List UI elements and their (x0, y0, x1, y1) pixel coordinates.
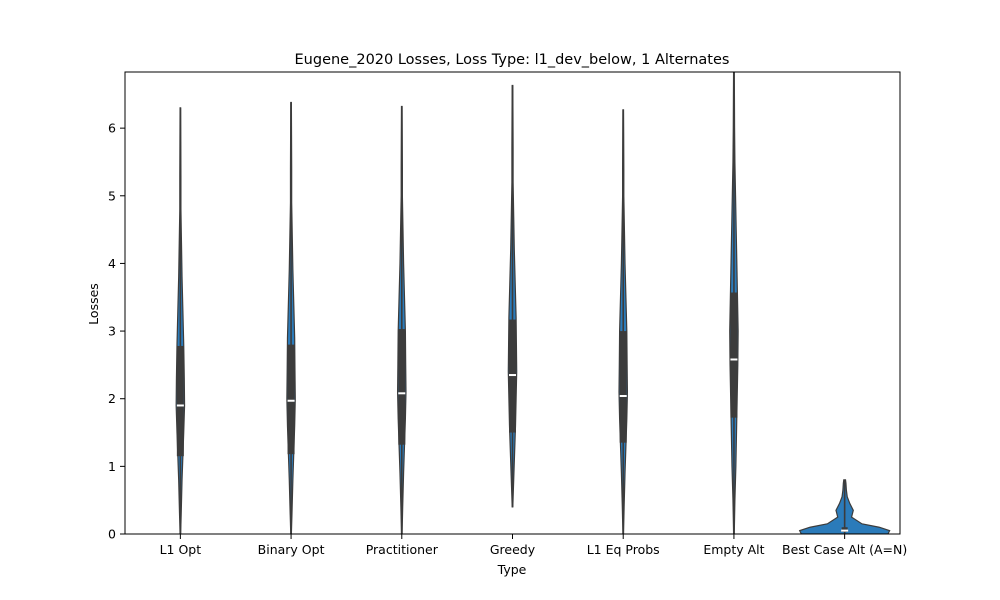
chart-title: Eugene_2020 Losses, Loss Type: l1_dev_be… (295, 52, 730, 68)
y-tick-label-4: 4 (108, 256, 116, 271)
box-4 (619, 331, 627, 443)
box-2 (398, 329, 406, 445)
violins-group (175, 72, 891, 534)
x-axis-label: Type (497, 562, 527, 577)
x-tick-label-4: L1 Eq Probs (587, 542, 660, 557)
y-tick-label-1: 1 (108, 459, 116, 474)
y-tick-label-0: 0 (108, 527, 116, 542)
box-5 (730, 292, 738, 418)
x-tick-label-6: Best Case Alt (A=N) (782, 542, 907, 557)
x-tick-label-5: Empty Alt (703, 542, 764, 557)
y-tick-label-2: 2 (108, 391, 116, 406)
y-tick-label-3: 3 (108, 324, 116, 339)
y-tick-label-6: 6 (108, 121, 116, 136)
x-tick-label-0: L1 Opt (160, 542, 202, 557)
axes: 0 1 2 3 4 5 6 L1 Opt Binary Opt Practitioner Greed… (108, 71, 907, 557)
box-3 (509, 319, 516, 433)
plot-area (175, 72, 891, 534)
x-tick-label-1: Binary Opt (258, 542, 325, 557)
box-0 (176, 345, 184, 457)
x-tick-label-2: Practitioner (366, 542, 439, 557)
x-tick-label-3: Greedy (490, 542, 536, 557)
box-1 (287, 344, 295, 455)
y-tick-label-5: 5 (108, 188, 116, 203)
box-6 (841, 527, 848, 532)
y-axis-label: Losses (86, 283, 101, 325)
